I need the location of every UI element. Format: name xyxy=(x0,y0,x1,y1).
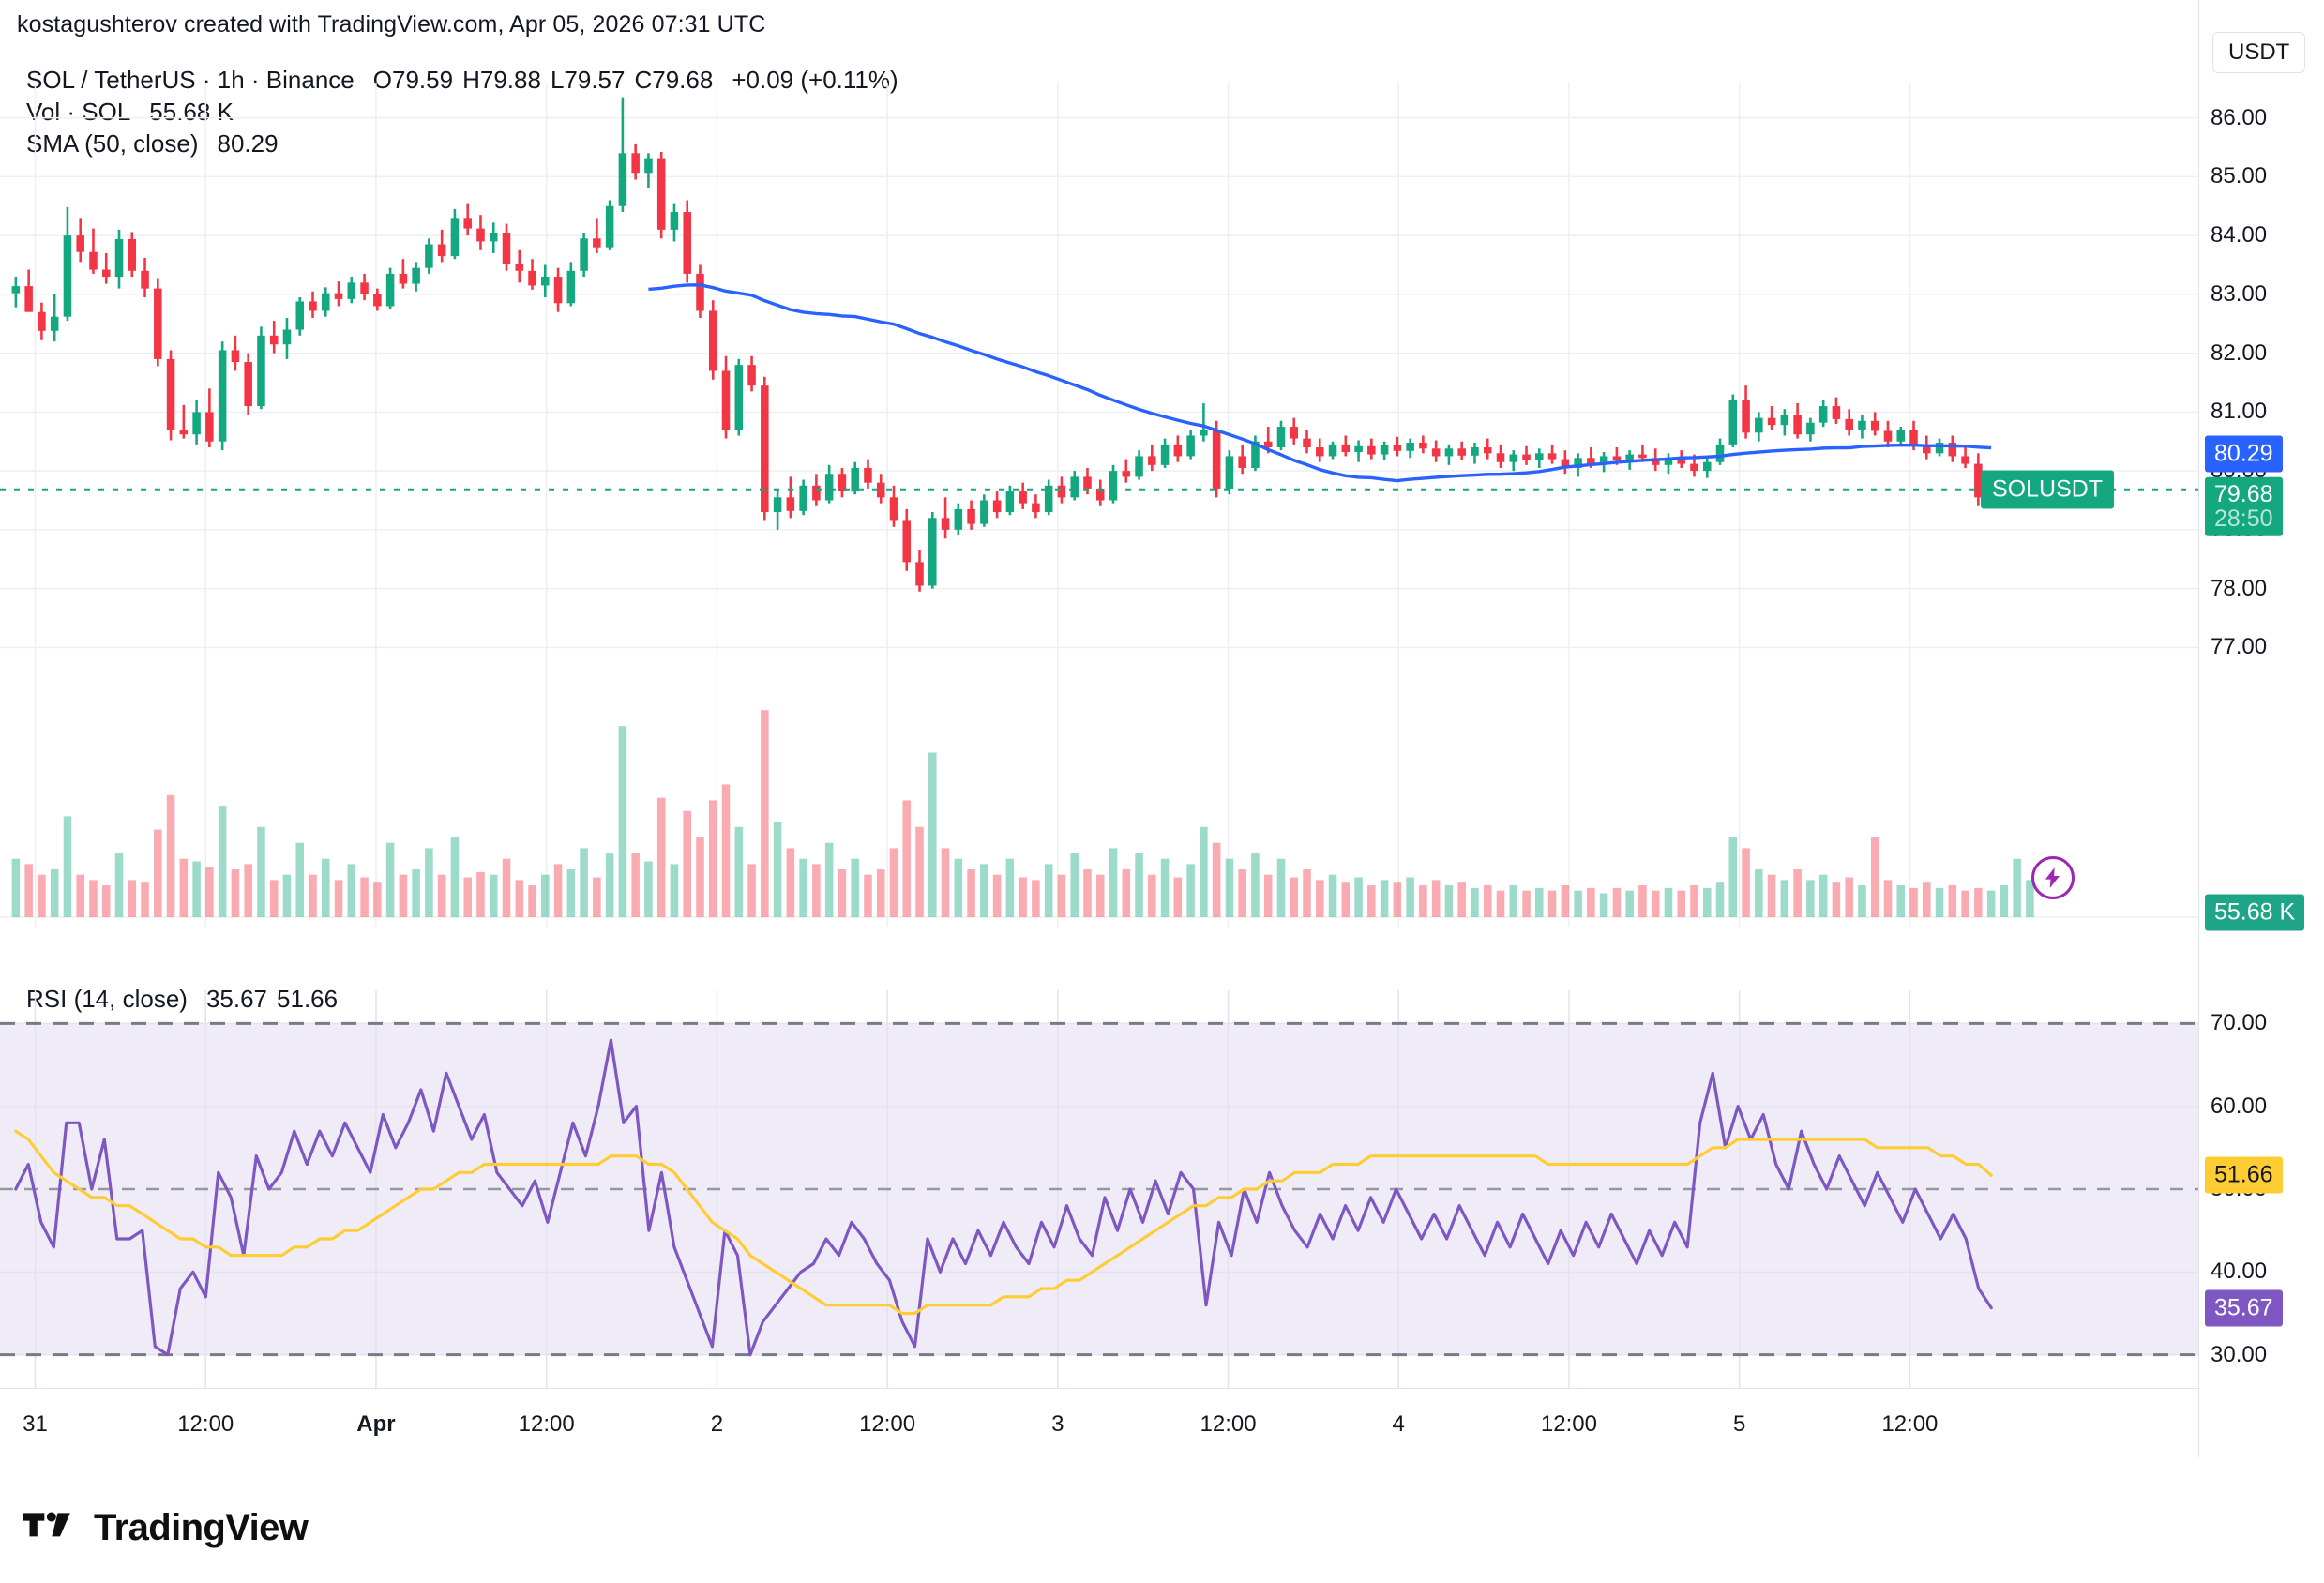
tradingview-logo[interactable]: TradingView xyxy=(23,1507,309,1549)
ohlc-change-value: +0.09 (+0.11%) xyxy=(732,66,898,94)
price-tick-label: 78.00 xyxy=(2211,575,2268,601)
time-tick-label: 12:00 xyxy=(518,1411,575,1437)
legend-sma-value: 80.29 xyxy=(217,129,279,158)
ohlc-close-label: C xyxy=(634,66,653,94)
ohlc-low-label: L xyxy=(550,66,565,94)
last-price-badge: 79.68 28:50 xyxy=(2205,476,2283,536)
rsi-ma-badge: 51.66 xyxy=(2205,1156,2283,1194)
tradingview-wordmark: TradingView xyxy=(94,1507,309,1548)
legend-volume-row[interactable]: Vol · SOL 55.68 K xyxy=(26,98,898,129)
rsi-legend: RSI (14, close) 35.67 51.66 xyxy=(26,985,338,1017)
attribution-text: kostagushterov created with TradingView.… xyxy=(17,11,766,38)
legend-sma-title: SMA (50, close) xyxy=(26,129,199,158)
rsi-tick-label: 70.00 xyxy=(2211,1010,2268,1036)
rsi-tick-label: 30.00 xyxy=(2211,1341,2268,1367)
legend-exchange: Binance xyxy=(265,66,355,94)
sma-price-badge: 80.29 xyxy=(2205,435,2283,473)
time-axis[interactable]: 31 12:00 Apr 12:00 2 12:00 3 12:00 4 12:00 5 12:00 xyxy=(0,1388,2198,1457)
legend-rsi-value: 35.67 xyxy=(205,985,268,1013)
time-tick-label: 12:00 xyxy=(177,1411,234,1437)
price-tick-label: 83.00 xyxy=(2211,280,2268,307)
ohlc-high-label: H xyxy=(462,66,480,94)
legend-volume-title: Vol · SOL xyxy=(26,98,131,126)
legend-interval[interactable]: 1h xyxy=(217,66,245,94)
rsi-pane[interactable] xyxy=(0,990,2198,1388)
price-tick-label: 81.00 xyxy=(2211,399,2268,425)
ohlc-low-value: 79.57 xyxy=(564,66,626,94)
legend-volume-value: 55.68 K xyxy=(149,98,234,126)
volume-badge: 55.68 K xyxy=(2205,894,2305,931)
last-price-value: 79.68 xyxy=(2214,480,2273,507)
time-tick-label: 2 xyxy=(710,1411,724,1437)
tradingview-mark-icon xyxy=(23,1512,70,1536)
ohlc-high-value: 79.88 xyxy=(479,66,541,94)
price-tick-label: 84.00 xyxy=(2211,222,2268,249)
price-tick-label: 82.00 xyxy=(2211,339,2268,366)
legend-symbol-row[interactable]: SOL / TetherUS · 1h · Binance O 79.59 H … xyxy=(26,66,898,94)
bar-countdown: 28:50 xyxy=(2214,505,2273,533)
ohlc-open-value: 79.59 xyxy=(392,66,454,94)
legend-rsi-ma-value: 51.66 xyxy=(277,985,339,1013)
legend-symbol[interactable]: SOL / TetherUS xyxy=(26,66,196,94)
time-tick-label: 12:00 xyxy=(859,1411,916,1437)
time-tick-label: 4 xyxy=(1392,1411,1405,1437)
time-tick-label: 31 xyxy=(23,1411,48,1437)
legend-rsi-row[interactable]: RSI (14, close) 35.67 51.66 xyxy=(26,985,338,1017)
price-pane[interactable] xyxy=(0,83,2198,927)
price-tick-label: 86.00 xyxy=(2211,104,2268,130)
price-axis[interactable]: USDT 86.0085.0084.0083.0082.0081.0080.00… xyxy=(2198,0,2324,1457)
ohlc-close-value: 79.68 xyxy=(652,66,714,94)
time-tick-label: 3 xyxy=(1051,1411,1064,1437)
price-tick-label: 77.00 xyxy=(2211,634,2268,660)
rsi-tick-label: 60.00 xyxy=(2211,1093,2268,1119)
currency-chip[interactable]: USDT xyxy=(2212,32,2306,73)
time-tick-label: 12:00 xyxy=(1540,1411,1597,1437)
time-tick-label: 12:00 xyxy=(1200,1411,1257,1437)
rsi-value-badge: 35.67 xyxy=(2205,1289,2283,1327)
rsi-plot[interactable] xyxy=(0,990,2198,1388)
chart-legend: SOL / TetherUS · 1h · Binance O 79.59 H … xyxy=(26,66,898,161)
time-tick-label: 12:00 xyxy=(1881,1411,1939,1437)
symbol-price-line-tag: SOLUSDT xyxy=(1981,470,2115,509)
rsi-tick-label: 40.00 xyxy=(2211,1259,2268,1285)
ohlc-open-label: O xyxy=(372,66,392,94)
price-plot[interactable] xyxy=(0,83,2198,927)
legend-rsi-title: RSI (14, close) xyxy=(26,985,188,1013)
time-tick-label: 5 xyxy=(1732,1411,1746,1437)
price-tick-label: 85.00 xyxy=(2211,163,2268,189)
legend-sma-row[interactable]: SMA (50, close) 80.29 xyxy=(26,129,898,161)
lightning-bolt-icon[interactable] xyxy=(2031,856,2075,899)
time-tick-label: Apr xyxy=(356,1411,396,1437)
